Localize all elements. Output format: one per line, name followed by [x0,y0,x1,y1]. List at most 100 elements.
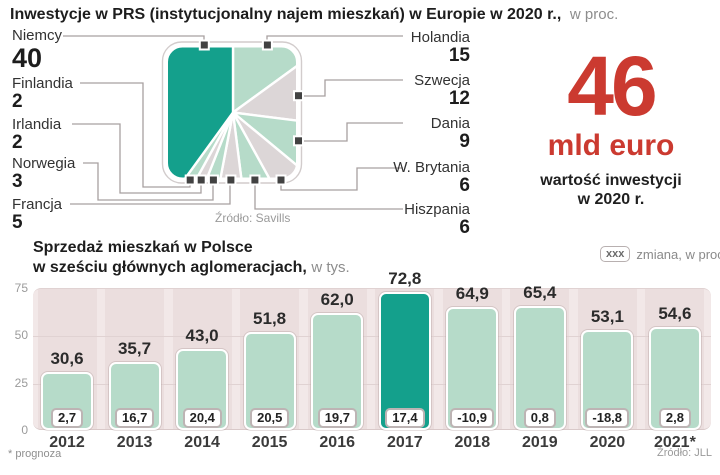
change-badge-2016: 19,7 [317,408,357,428]
country-value: 2 [12,91,23,112]
pie-marker-hiszpania [249,174,261,186]
bar-chart-unit-label: w tys. [311,259,350,276]
gridline-25 [33,383,711,385]
bar-2017 [378,292,431,430]
pie-marker-szwecja [293,90,304,102]
highlight-caption-line2: w 2020 r. [577,191,645,208]
change-badge-2014: 20,4 [182,408,222,428]
country-name: Niemcy [12,27,63,44]
bar-chart-title: Sprzedaż mieszkań w Polsce w sześciu głó… [33,238,350,278]
bar-value-2020: 53,1 [590,306,624,326]
x-label-2012: 2012 [49,434,85,451]
country-name: Finlandia [12,75,73,92]
country-value: 40 [12,43,43,73]
bar-value-2019: 65,4 [523,283,557,303]
pie-slice-dania [231,111,299,180]
pie-slice-holandia [231,45,299,114]
y-tick-75: 75 [14,281,28,295]
top-chart-unit-label: w proc. [569,6,619,23]
x-label-2016: 2016 [319,434,355,451]
x-label-2017: 2017 [387,434,423,451]
change-badge-2021*: 2,8 [658,408,691,428]
x-label-2014: 2014 [184,434,220,451]
pie-label-hiszpania: Hiszpania 6 [310,201,470,238]
country-name: Holandia [410,29,470,46]
country-value: 12 [448,88,470,109]
bar-chart-source: Źródło: JLL [656,447,712,459]
bar-2021* [648,326,701,430]
bar-value-2012: 30,6 [50,349,84,369]
legend-label: zmiana, w proc. [636,246,720,262]
highlight-caption: wartość inwestycji w 2020 r. [505,171,717,209]
change-badge-2017: 17,4 [385,408,425,428]
x-label-2021*: 2021* [653,434,696,451]
legend-badge: xxx [600,246,631,262]
country-value: 2 [12,132,23,153]
country-name: Norwegia [12,155,76,172]
x-label-2019: 2019 [522,434,558,451]
pie-label-szwecja: Szwecja 12 [310,72,470,109]
pie-marker-francja [225,174,237,186]
pie-marker-dania [293,135,304,147]
y-tick-0: 0 [21,423,28,437]
top-chart-title-text: Inwestycje w PRS (instytucjonalny najem … [10,6,562,23]
bar-value-2017: 72,8 [388,269,422,289]
footnote: * prognoza [8,448,62,460]
pie-label-holandia: Holandia 15 [310,29,470,65]
change-badge-2015: 20,5 [250,408,290,428]
pie-label-irlandia: Irlandia 2 [12,116,172,153]
pie-label-w-brytania: W. Brytania 6 [310,159,470,196]
highlight-caption-line1: wartość inwestycji [540,172,682,189]
bar-chart-title-line2: w sześciu głównych aglomeracjach, w tys. [33,259,350,276]
y-tick-50: 50 [14,328,28,342]
investment-highlight: 46 mld euro wartość inwestycji w 2020 r. [505,39,717,209]
change-badge-2013: 16,7 [115,408,155,428]
pie-label-norwegia: Norwegia 3 [12,155,172,192]
country-value: 5 [12,212,23,233]
pie-edge-markers [184,39,304,186]
highlight-value: 46 [567,39,657,133]
country-name: Francja [12,196,63,213]
x-label-2013: 2013 [116,434,153,451]
change-badge-2012: 2,7 [51,408,84,428]
x-label-2020: 2020 [589,434,626,451]
country-name: Hiszpania [404,201,470,218]
pie-slice-szwecja [231,45,299,133]
pie-label-niemcy: Niemcy 40 [12,27,172,73]
pie-marker-irlandia [195,174,207,186]
country-name: Szwecja [414,72,470,89]
highlight-unit: mld euro [547,129,675,162]
gridline-50 [33,336,711,338]
country-value: 6 [459,217,470,238]
country-value: 6 [459,175,470,196]
country-value: 3 [12,171,23,192]
pie-marker-finlandia [184,174,196,186]
change-badge-2020: -18,8 [585,408,630,428]
pie-marker-norwegia [207,174,219,186]
country-name: Dania [430,115,470,132]
change-legend: xxx zmiana, w proc. [600,246,720,262]
pie-marker-w-brytania [275,174,287,186]
pie-marker-niemcy [198,39,210,51]
bar-plot-area: 30,6 2,7 35,7 16,7 43,0 20,4 51,8 20,5 62,0 19,7 7… [33,269,711,430]
pie-label-finlandia: Finlandia 2 [12,75,172,112]
country-value: 9 [459,131,470,152]
pie-slice-hiszpania [231,111,299,180]
pie-chart [63,35,403,210]
bar-chart-title-line1: Sprzedaż mieszkań w Polsce [33,239,253,256]
bar-value-2018: 64,9 [455,284,489,304]
country-name: W. Brytania [393,159,470,176]
x-label-2018: 2018 [454,434,491,451]
bar-value-2016: 62,0 [320,289,354,309]
pie-label-francja: Francja 5 [12,196,172,233]
pie-label-dania: Dania 9 [310,115,470,152]
pie-marker-holandia [261,39,273,51]
bar-value-2014: 43,0 [185,325,219,345]
change-badge-2018: -10,9 [450,408,494,428]
x-label-2015: 2015 [251,434,288,451]
bar-value-2013: 35,7 [117,339,152,359]
y-tick-25: 25 [14,376,28,390]
change-badge-2019: 0,8 [523,408,556,428]
bar-value-2021*: 54,6 [658,303,692,323]
